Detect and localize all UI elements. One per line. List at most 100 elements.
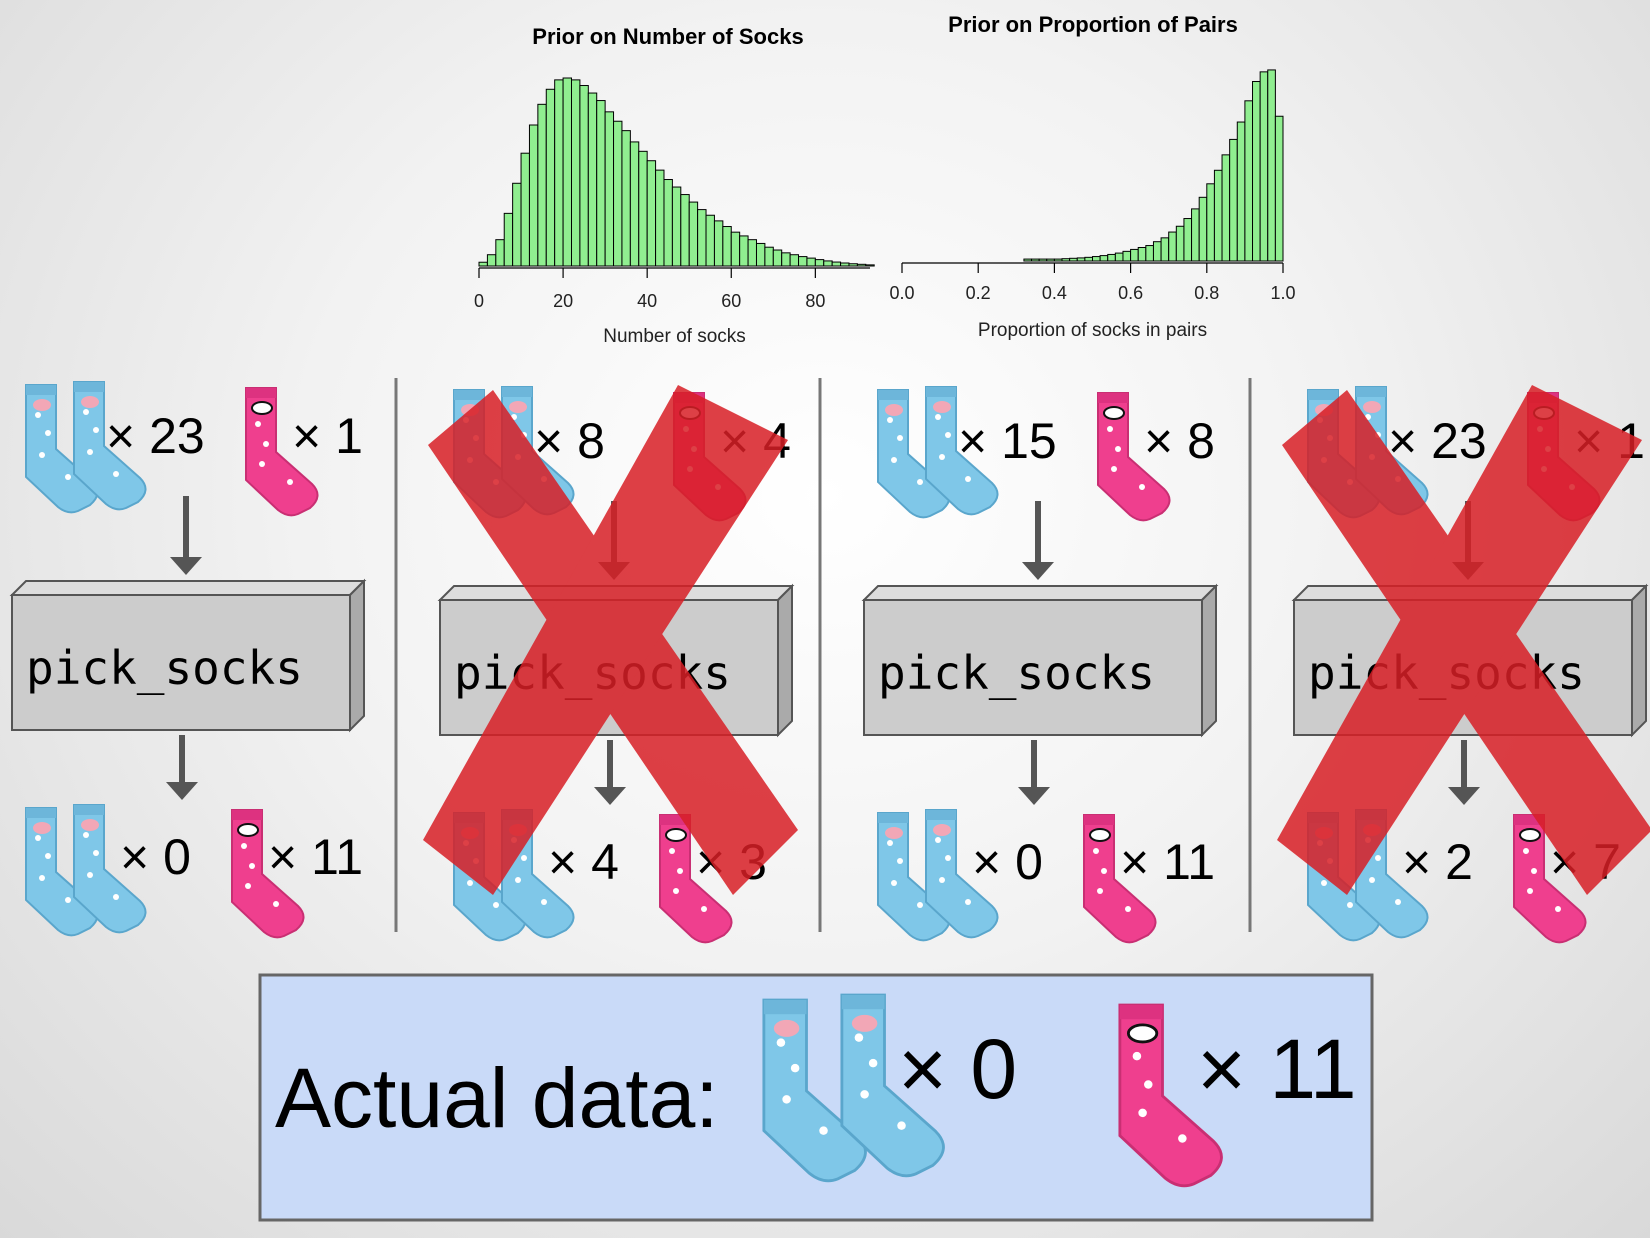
output-pairs-count: × 4 [548,834,619,890]
histogram-bar [1023,258,1033,262]
histogram-bar [1092,256,1101,262]
histogram-bar [528,124,539,267]
histogram-bar [1236,121,1246,262]
function-box [863,599,1203,736]
histogram-bar [814,259,825,267]
histogram-bar [646,160,657,267]
x-tick-label: 60 [721,291,741,311]
histogram-bar [1122,250,1132,262]
histogram-bar [1229,138,1238,262]
histogram-bar [688,201,699,267]
histogram-bar [705,214,715,267]
histogram-bar [570,79,581,267]
histogram-bar [587,92,598,267]
histogram-bar [1031,258,1040,262]
function-box-side [1631,583,1647,738]
x-axis-label: Proportion of socks in pairs [978,320,1207,341]
histogram-bar [747,239,757,267]
histogram-bar [520,152,530,267]
x-tick-label: 40 [637,291,657,311]
histogram-bar [798,256,808,267]
histogram-bar [848,263,858,267]
input-pairs-count: × 23 [106,408,205,464]
histogram-bar [604,111,615,267]
function-box-top [9,580,367,596]
histogram-bar [1130,248,1139,262]
histogram-bar [1213,169,1223,262]
input-pairs-count: × 23 [1388,413,1487,469]
output-pairs-count: × 0 [972,834,1043,890]
arrow-head [1448,787,1480,805]
histogram-bar [495,239,505,267]
histogram-bar [680,194,690,267]
output-pairs-count: × 0 [120,829,191,885]
histogram-2: Prior on Proportion of Pairs 0.0 0.2 0.4 0.6… [889,12,1295,341]
histogram-bar [562,77,572,267]
histogram-bar [629,141,640,267]
output-singles-count: × 11 [268,829,363,885]
histogram-bar [1175,225,1185,262]
x-tick-label: 0.0 [889,283,914,303]
histogram-bar [1206,183,1215,262]
histogram-title: Prior on Proportion of Pairs [948,12,1238,37]
histogram-bar [663,179,673,267]
function-box-top [861,585,1219,601]
histogram-bar [831,261,842,267]
histogram-bar [1252,81,1261,262]
actual-data-label: Actual data: [275,1051,719,1145]
histogram-bar [1145,245,1154,262]
output-singles-count: × 11 [1120,834,1215,890]
histogram-title: Prior on Number of Socks [532,24,803,49]
x-tick-label: 20 [553,291,573,311]
x-tick-label: 1.0 [1270,283,1295,303]
histogram-bar [1244,100,1254,262]
histogram-bar [486,254,497,267]
simulation-panel-3: × 15 × 8 pick_socks × 0 × 11 [861,386,1219,944]
input-singles-count: × 1 [292,408,363,464]
histogram-bar [755,242,766,267]
x-tick-label: 0.8 [1194,283,1219,303]
histogram-bar [1069,257,1078,262]
histogram-bar [596,100,606,267]
x-tick-label: 0 [474,291,484,311]
histogram-bar [1183,218,1193,262]
histogram-bar [579,85,589,267]
actual-pairs-count: × 0 [898,1022,1017,1116]
histogram-bar [1168,231,1177,262]
histogram-bar [1038,258,1048,262]
histogram-bar [722,226,732,267]
actual-data-box: Actual data: × 0 × 11 [258,973,1374,1222]
function-box [11,594,351,731]
histogram-bar [840,262,850,267]
histogram-bar [1198,196,1208,262]
arrow-head [170,557,202,575]
histogram-bar [1152,241,1162,262]
histogram-1: Prior on Number of Socks 0 20 40 60 80 Number … [474,24,875,347]
histogram-bar [1076,257,1086,262]
input-pairs-count: × 15 [958,413,1057,469]
histogram-bar [503,212,514,267]
histogram-bar [806,257,816,267]
histogram-bar [655,169,665,267]
histogram-bar [1274,115,1284,262]
histogram-bar [772,249,783,267]
histogram-bar [823,260,833,267]
function-box-side [1201,583,1217,738]
x-tick-label: 80 [805,291,825,311]
simulation-panel-2: × 8× 4pick_socks× 4× 3 [423,385,798,944]
histogram-bar [697,209,707,267]
histogram-bar [1084,256,1094,262]
histogram-bar [856,263,867,267]
function-label: pick_socks [26,641,303,695]
x-axis-label: Number of socks [603,326,746,347]
histogram-bar [789,254,800,267]
arrow-head [1022,562,1054,580]
x-tick-label: 0.2 [966,283,991,303]
histogram-bar [638,150,648,267]
rejection-cross-icon [423,385,798,895]
histogram-bar [613,120,623,267]
histogram-bar [781,252,791,267]
histogram-bar [764,246,774,267]
function-box-side [777,583,793,738]
